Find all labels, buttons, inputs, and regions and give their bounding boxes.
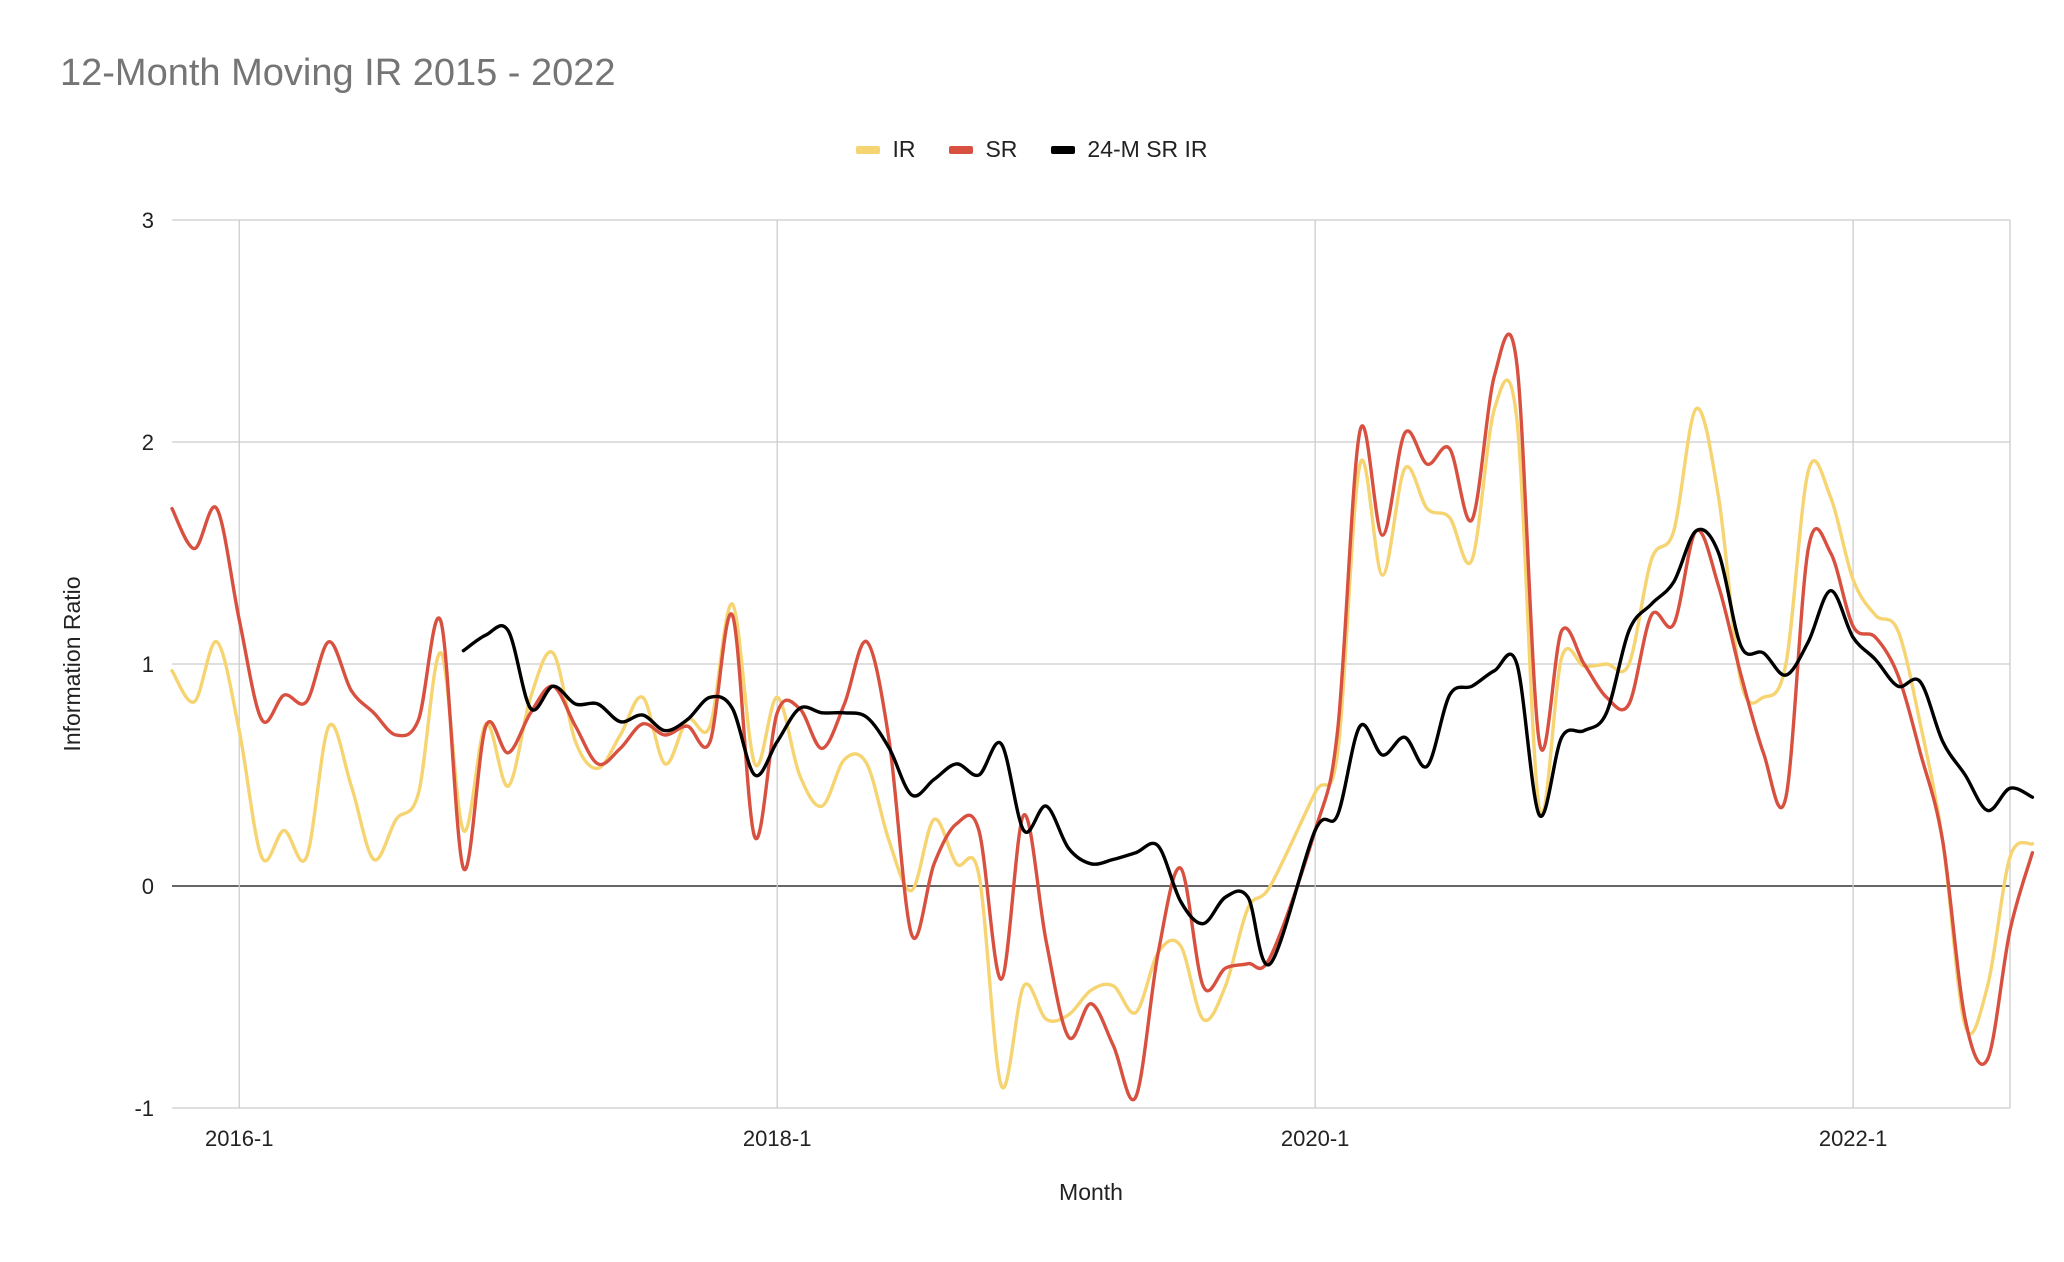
legend-item-sr: SR xyxy=(949,136,1017,163)
legend-label: SR xyxy=(985,136,1018,162)
legend-label: 24-M SR IR xyxy=(1087,136,1208,162)
x-axis-title: Month xyxy=(1059,1179,1123,1205)
chart-title: 12-Month Moving IR 2015 - 2022 xyxy=(60,52,616,94)
legend-label: IR xyxy=(892,136,916,162)
x-tick-label: 2020-1 xyxy=(1281,1126,1350,1151)
chart-legend: IR SR 24-M SR IR xyxy=(0,136,2064,163)
y-tick-label: 3 xyxy=(142,208,154,233)
y-tick-label: -1 xyxy=(134,1096,154,1121)
y-axis-title: Information Ratio xyxy=(59,576,85,751)
legend-item-ir: IR xyxy=(856,136,915,163)
series-line-24-m-sr-ir xyxy=(461,527,2035,967)
x-tick-label: 2018-1 xyxy=(743,1126,812,1151)
legend-swatch xyxy=(856,145,881,154)
series-line-sr xyxy=(170,332,2035,1102)
legend-swatch xyxy=(1051,145,1076,154)
legend-swatch xyxy=(949,145,974,154)
x-tick-label: 2022-1 xyxy=(1819,1126,1888,1151)
series-line-ir xyxy=(170,378,2035,1090)
y-tick-label: 2 xyxy=(142,430,154,455)
legend-item-24-m-sr-ir: 24-M SR IR xyxy=(1051,136,1208,163)
y-tick-label: 1 xyxy=(142,652,154,677)
x-tick-label: 2016-1 xyxy=(205,1126,274,1151)
y-tick-label: 0 xyxy=(142,874,154,899)
